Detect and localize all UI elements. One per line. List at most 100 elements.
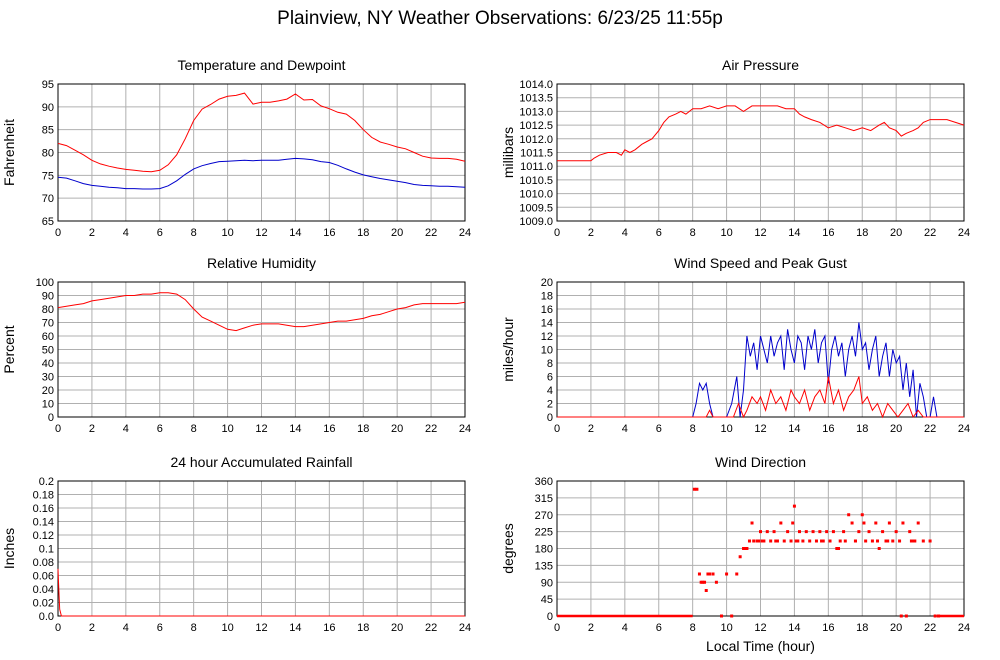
direction-data-point — [860, 513, 864, 517]
direction-data-point — [735, 572, 739, 576]
direction-x-tick-label: 8 — [690, 622, 696, 634]
direction-data-point — [867, 530, 871, 534]
direction-data-point — [820, 539, 824, 543]
wind-y-tick-label: 2 — [547, 399, 553, 411]
temp-series-0-line — [57, 92, 466, 173]
rain-x-tick-label: 24 — [459, 622, 471, 634]
temp-plot-border — [57, 83, 466, 222]
pressure-x-tick-label: 18 — [856, 227, 868, 239]
pressure-chart-title: Air Pressure — [722, 57, 799, 73]
pressure-x-tick-label: 14 — [788, 227, 800, 239]
humidity-x-tick-label: 8 — [191, 423, 197, 435]
direction-x-tick-label: 20 — [890, 622, 902, 634]
direction-data-point — [772, 530, 776, 534]
direction-data-point — [695, 487, 699, 491]
temp-y-tick-label: 80 — [42, 148, 54, 160]
direction-data-point — [769, 539, 773, 543]
direction-data-point — [750, 521, 754, 525]
pressure-x-tick-label: 10 — [720, 227, 732, 239]
direction-data-point — [886, 539, 890, 543]
direction-data-point — [828, 539, 832, 543]
pressure-x-tick-label: 24 — [958, 227, 970, 239]
rain-x-tick-label: 22 — [425, 622, 437, 634]
direction-data-point — [794, 539, 798, 543]
pressure-y-axis-label: millibars — [500, 127, 516, 178]
rain-y-tick-label: 0.02 — [33, 598, 54, 610]
pressure-y-tick-label: 1011.5 — [520, 148, 553, 160]
humidity-x-tick-label: 22 — [425, 423, 437, 435]
pressure-x-tick-label: 20 — [890, 227, 902, 239]
direction-data-point — [818, 530, 822, 534]
direction-data-point — [894, 530, 898, 534]
main-title: Plainview, NY Weather Observations: 6/23… — [277, 8, 723, 29]
rain-x-tick-label: 2 — [89, 622, 95, 634]
direction-data-point — [725, 572, 729, 576]
direction-data-point — [837, 547, 841, 550]
temp-x-tick-label: 22 — [425, 227, 437, 239]
direction-data-point — [825, 530, 829, 534]
humidity-x-tick-label: 2 — [89, 423, 95, 435]
direction-data-point — [821, 539, 825, 543]
direction-data-point — [842, 530, 846, 534]
direction-data-point — [881, 530, 885, 534]
direction-data-point — [742, 547, 746, 550]
direction-y-axis-label: degrees — [500, 523, 516, 574]
direction-data-point — [730, 614, 734, 618]
pressure-x-tick-label: 0 — [554, 227, 560, 239]
direction-x-tick-label: 0 — [554, 622, 560, 634]
direction-x-tick-label: 24 — [958, 622, 970, 634]
direction-data-point — [774, 539, 778, 543]
temp-x-tick-label: 6 — [157, 227, 163, 239]
direction-data-point — [697, 572, 701, 576]
direction-data-point — [831, 530, 835, 534]
wind-x-tick-label: 0 — [554, 423, 560, 435]
direction-data-point — [853, 539, 857, 543]
direction-data-point — [847, 513, 851, 517]
chart-direction: 0 2 4 6 8 10 12 14 16 18 20 22 240459013518022527031… — [500, 454, 970, 654]
humidity-chart-title: Relative Humidity — [207, 255, 316, 271]
direction-y-tick-label: 225 — [535, 527, 553, 539]
direction-x-tick-label: 12 — [754, 622, 766, 634]
direction-data-point — [701, 580, 705, 584]
pressure-y-tick-label: 1011.0 — [520, 161, 553, 173]
pressure-y-tick-label: 1010.5 — [519, 175, 553, 187]
temp-x-tick-label: 4 — [123, 227, 129, 239]
rain-y-axis-label: Inches — [1, 528, 17, 569]
direction-x-tick-label: 2 — [588, 622, 594, 634]
humidity-y-axis-label: Percent — [1, 325, 17, 373]
rain-chart-title: 24 hour Accumulated Rainfall — [170, 454, 352, 470]
temp-series-1-line — [57, 157, 466, 190]
chart-pressure: 0 2 4 6 8 10 12 14 16 18 20 22 241009.01009.51010.01… — [500, 57, 970, 239]
humidity-y-tick-label: 0 — [48, 412, 54, 424]
direction-data-point — [850, 521, 854, 525]
rain-y-tick-label: 0.08 — [33, 557, 54, 569]
humidity-y-tick-label: 40 — [42, 358, 54, 370]
direction-data-point — [835, 547, 839, 550]
rain-y-tick-label: 0.04 — [33, 584, 54, 596]
direction-data-point — [757, 539, 761, 543]
direction-data-point — [706, 572, 710, 576]
direction-data-point — [913, 539, 917, 543]
direction-data-point — [870, 539, 874, 543]
direction-data-point — [801, 539, 805, 543]
direction-x-tick-label: 16 — [822, 622, 834, 634]
rain-x-tick-label: 6 — [157, 622, 163, 634]
humidity-x-tick-label: 10 — [221, 423, 233, 435]
pressure-y-tick-label: 1009.5 — [519, 202, 553, 214]
direction-data-point — [904, 614, 908, 618]
temp-y-tick-label: 65 — [42, 216, 54, 228]
humidity-y-tick-label: 70 — [42, 318, 54, 330]
pressure-y-tick-label: 1014.0 — [519, 79, 553, 91]
humidity-x-tick-label: 18 — [357, 423, 369, 435]
rain-x-tick-label: 10 — [221, 622, 233, 634]
pressure-y-tick-label: 1009.0 — [519, 216, 553, 228]
wind-x-tick-label: 8 — [690, 423, 696, 435]
wind-x-tick-label: 22 — [924, 423, 936, 435]
direction-data-point — [876, 539, 880, 543]
wind-y-tick-label: 18 — [541, 291, 553, 303]
humidity-y-tick-label: 10 — [42, 399, 54, 411]
wind-y-tick-label: 6 — [547, 372, 553, 384]
direction-data-point — [775, 539, 779, 543]
